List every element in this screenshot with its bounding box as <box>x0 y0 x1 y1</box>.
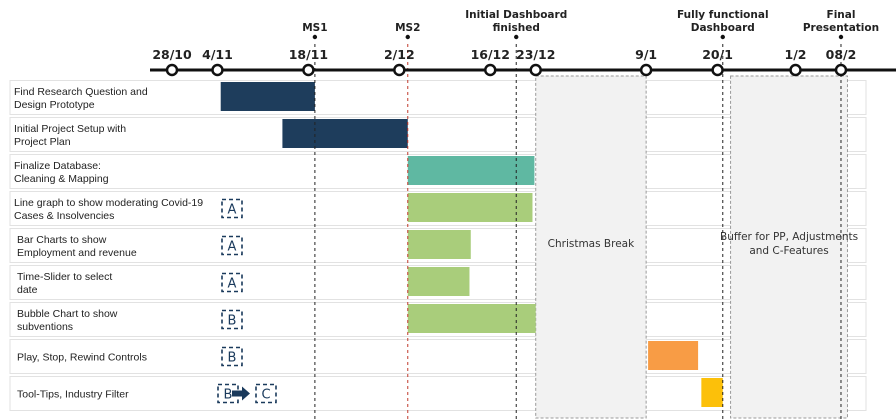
task-label: Employment and revenue <box>17 247 137 259</box>
tag-label: C <box>261 388 270 403</box>
timeline-tick-label: 18/11 <box>289 47 328 62</box>
task-label: Time-Slider to select <box>17 271 112 283</box>
timeline-tick-label: 2/12 <box>384 47 415 62</box>
task-bar <box>407 156 535 185</box>
tag-box <box>221 198 243 219</box>
milestone-dot <box>312 34 318 40</box>
tag-box <box>221 309 243 330</box>
timeline-tick-label: 4/11 <box>202 47 233 62</box>
task-label: subventions <box>17 321 73 333</box>
milestone-label: Dashboard <box>691 22 755 34</box>
task-label: Tool-Tips, Industry Filter <box>17 389 129 401</box>
milestone-label: Fully functional <box>677 9 769 21</box>
tag-label: A <box>228 240 237 255</box>
timeline-tick <box>165 63 179 77</box>
tag-box <box>221 272 243 293</box>
timeline-tick <box>211 63 224 77</box>
milestone-label: Final <box>827 9 856 21</box>
task-bar <box>701 378 723 407</box>
task-bar <box>407 267 470 296</box>
arrow-right-icon <box>232 386 250 401</box>
timeline-tick-label: 28/10 <box>152 47 192 62</box>
tag-label: B <box>224 388 233 403</box>
task-tags: A A A B B B C <box>217 198 277 404</box>
timeline-tick-label: 9/1 <box>635 47 657 62</box>
task-row <box>9 80 867 115</box>
task-row <box>9 376 867 411</box>
task-label: Finalize Database: <box>14 160 101 172</box>
tag-label: A <box>228 203 237 218</box>
timeline-bands: Christmas Break Buffer for PP, Adjustment… <box>535 75 858 419</box>
tag-box <box>221 346 243 367</box>
task-label: Bar Charts to show <box>17 234 107 246</box>
task-bar <box>407 304 536 333</box>
tag-box <box>221 235 243 256</box>
timeline-tick <box>529 63 542 77</box>
task-label: Project Plan <box>14 136 71 148</box>
task-bars <box>220 82 723 407</box>
milestone-dot <box>720 34 725 40</box>
task-label: Line graph to show moderating Covid-19 <box>14 197 203 209</box>
tag-box <box>255 383 277 404</box>
timeline-tick <box>834 63 848 77</box>
milestone-label: MS2 <box>395 22 420 34</box>
task-label: Design Prototype <box>14 99 95 111</box>
band-area <box>535 75 647 419</box>
task-row <box>9 339 867 374</box>
timeline-tick-label: 08/2 <box>826 47 857 62</box>
timeline-tick <box>393 63 406 77</box>
tag-label: A <box>228 277 237 292</box>
milestone-dot <box>514 34 519 40</box>
timeline-tick <box>302 63 315 77</box>
timeline-tick <box>789 63 802 77</box>
milestone-label: MS1 <box>302 22 327 34</box>
timeline-tick <box>484 63 497 77</box>
band-label: Christmas Break <box>548 238 635 250</box>
task-bar <box>407 230 471 259</box>
task-bar <box>282 119 408 148</box>
tag-label: B <box>228 314 237 329</box>
task-label: Play, Stop, Rewind Controls <box>17 352 147 364</box>
timeline-axis: 28/10 4/11 18/11 2/12 16/12 23/12 9/1 20/1 1/2 08… <box>150 47 896 77</box>
task-bar <box>648 341 699 370</box>
timeline-tick-label: 23/12 <box>516 47 555 62</box>
task-label: Cases & Insolvencies <box>14 210 114 222</box>
task-label: Cleaning & Mapping <box>14 173 109 185</box>
milestone-label: finished <box>493 22 540 34</box>
task-label: Find Research Question and <box>14 86 148 98</box>
milestone-dot <box>405 34 410 40</box>
timeline-tick-label: 16/12 <box>471 47 510 62</box>
task-label: Bubble Chart to show <box>17 308 118 320</box>
task-bar <box>220 82 315 111</box>
timeline-tick-label: 20/1 <box>702 47 733 62</box>
milestone-label: Presentation <box>803 22 879 34</box>
milestone-dot <box>838 34 844 40</box>
task-label: Initial Project Setup with <box>14 123 126 135</box>
milestone-label: Initial Dashboard <box>465 9 567 21</box>
timeline-tick-label: 1/2 <box>785 47 807 62</box>
band-label: Buffer for PP, Adjustments <box>720 231 858 243</box>
timeline-tick <box>639 63 653 77</box>
timeline-tick <box>711 63 724 77</box>
tag-label: B <box>228 351 237 366</box>
task-label: date <box>17 284 38 296</box>
task-bar <box>407 193 533 222</box>
band-label: and C-Features <box>749 245 828 257</box>
band-area <box>730 75 848 419</box>
task-row <box>9 117 867 152</box>
